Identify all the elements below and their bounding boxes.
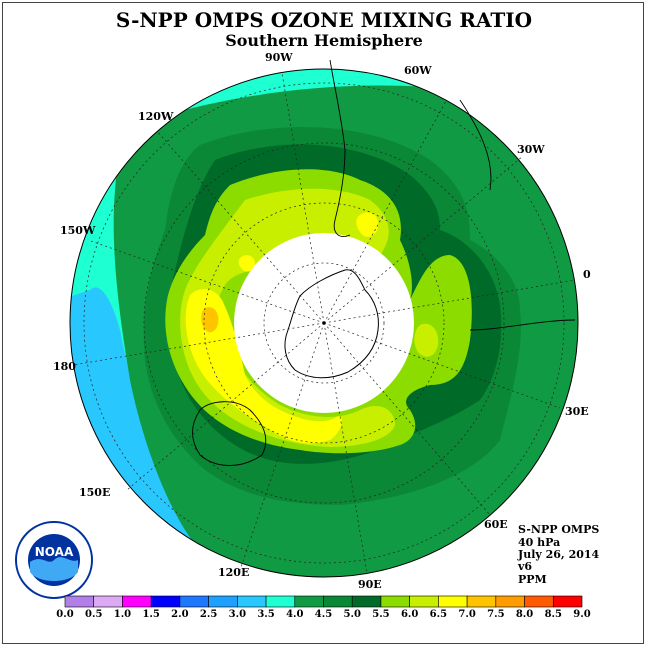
africa-coastline xyxy=(459,99,576,331)
colorbar-tick-label: 6.5 xyxy=(429,609,448,620)
map-title: S-NPP OMPS OZONE MIXING RATIO xyxy=(115,8,533,32)
colorbar-tick-label: 8.0 xyxy=(515,609,534,620)
info-level: 40 hPa xyxy=(518,536,561,549)
colorbar-swatch xyxy=(265,595,296,608)
field-band-6.0-6.5-east xyxy=(414,323,439,357)
colorbar-swatch xyxy=(237,595,267,608)
colorbar-tick-label: 5.5 xyxy=(372,609,390,620)
lon-label-60w: 60W xyxy=(404,64,432,77)
lon-label-180: 180 xyxy=(53,360,76,373)
info-version: v6 xyxy=(518,560,533,573)
antarctica-coastline xyxy=(284,269,379,379)
colorbar-tick-label: 0.0 xyxy=(56,609,74,620)
lon-label-30w: 30W xyxy=(517,143,545,156)
colorbar-tick-label: 0.5 xyxy=(85,609,103,620)
australia-coastline xyxy=(192,401,267,466)
info-date: July 26, 2014 xyxy=(518,548,600,561)
lon-label-150w: 150W xyxy=(60,224,96,237)
field-band-7.0-7.5 xyxy=(201,307,219,333)
colorbar-swatch xyxy=(495,595,525,608)
colorbar-swatch xyxy=(208,595,238,608)
colorbar-tick-label: 1.5 xyxy=(142,609,160,620)
south-america-coastline xyxy=(329,59,351,237)
map-boundary xyxy=(69,68,579,578)
lon-label-0: 0 xyxy=(583,268,591,281)
colorbar-swatch xyxy=(323,595,353,608)
colorbar-tick-label: 3.5 xyxy=(257,609,275,620)
colorbar-swatch xyxy=(552,595,583,608)
colorbar-tick-label: 3.0 xyxy=(228,609,247,620)
colorbar-tick-label: 9.0 xyxy=(573,609,591,620)
colorbar-tick-label: 2.5 xyxy=(199,609,218,620)
colorbar-swatch xyxy=(351,595,382,608)
noaa-logo-text: NOAA xyxy=(35,545,74,559)
lon-label-30e: 30E xyxy=(565,405,589,418)
colorbar-swatch xyxy=(93,595,123,608)
colorbar-swatch xyxy=(122,595,152,608)
colorbar-swatch xyxy=(380,595,410,608)
colorbar-swatch xyxy=(179,595,209,608)
colorbar-swatch xyxy=(409,595,439,608)
lon-label-90e: 90E xyxy=(358,578,382,591)
colorbar-swatch xyxy=(524,595,554,608)
colorbar-swatch xyxy=(64,595,95,608)
lon-label-60e: 60E xyxy=(484,518,508,531)
colorbar-swatch xyxy=(438,595,468,608)
colorbar-tick-label: 5.0 xyxy=(343,609,361,620)
colorbar-tick-label: 8.5 xyxy=(544,609,562,620)
colorbar-tick-label: 2.0 xyxy=(171,609,189,620)
colorbar-swatch xyxy=(150,595,181,608)
info-units: PPM xyxy=(518,573,547,586)
colorbar-swatch xyxy=(294,595,324,608)
lon-label-150e: 150E xyxy=(79,486,111,499)
colorbar-tick-label: 4.0 xyxy=(286,609,304,620)
colorbar-tick-label: 6.0 xyxy=(400,609,419,620)
colorbar-tick-label: 1.0 xyxy=(113,609,132,620)
field-band-6.5-7.0-a xyxy=(356,212,379,237)
lon-label-90w: 90W xyxy=(265,51,293,64)
colorbar-tick-label: 7.0 xyxy=(458,609,476,620)
field-band-6.5-7.0-b xyxy=(238,255,256,272)
lon-label-120e: 120E xyxy=(218,566,250,579)
colorbar-tick-label: 4.5 xyxy=(314,609,333,620)
noaa-logo: NOAA xyxy=(15,521,93,599)
map-subtitle: Southern Hemisphere xyxy=(225,31,423,50)
colorbar-swatch xyxy=(466,595,497,608)
colorbar-tick-label: 7.5 xyxy=(487,609,505,620)
lon-label-120w: 120W xyxy=(138,110,174,123)
field-band-6.5-7.0 xyxy=(185,288,342,444)
info-instrument: S-NPP OMPS xyxy=(518,523,600,536)
graticule xyxy=(72,72,576,574)
